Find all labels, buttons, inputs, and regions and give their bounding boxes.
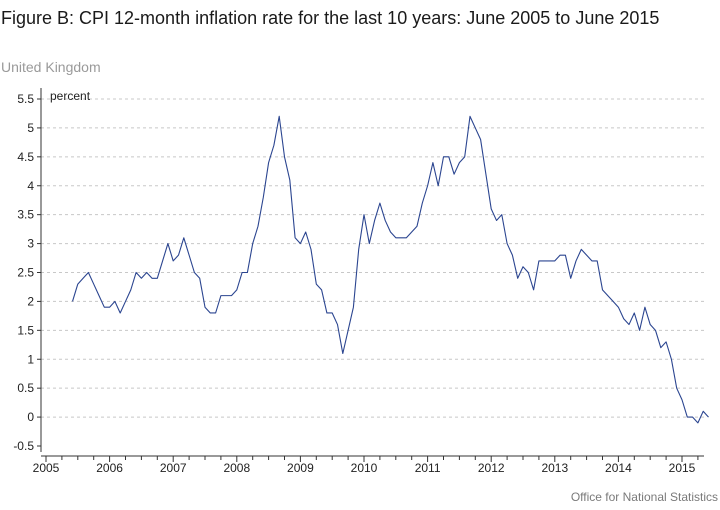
x-tick-label: 2007 (160, 461, 187, 475)
x-tick-label: 2014 (605, 461, 632, 475)
chart-subtitle: United Kingdom (1, 59, 101, 75)
y-tick-label: -0.5 (13, 439, 34, 453)
y-tick-label: 0.5 (17, 381, 34, 395)
y-tick-label: 5 (27, 121, 34, 135)
x-tick-label: 2015 (669, 461, 696, 475)
y-tick-label: 4.5 (17, 150, 34, 164)
x-tick-label: 2012 (478, 461, 505, 475)
x-tick-label: 2008 (223, 461, 250, 475)
y-tick-label: 1.5 (17, 323, 34, 337)
source-note: Office for National Statistics (570, 490, 718, 504)
y-tick-label: 3 (27, 237, 34, 251)
series-group (71, 115, 709, 424)
x-tick-label: 2005 (33, 461, 60, 475)
y-tick-label: 5.5 (17, 92, 34, 106)
x-axis: 2005 2006 2007 2008 2009 2010 2011 2012 2013 2014… (33, 455, 704, 475)
line-chart: 5.554.543.532.521.510.50-0.5 2005 2006 200… (13, 88, 709, 475)
y-axis-label: percent (50, 89, 91, 103)
x-tick-label: 2010 (351, 461, 378, 475)
gridlines (41, 98, 704, 418)
x-tick-label: 2013 (541, 461, 568, 475)
y-tick-label: 1 (27, 352, 34, 366)
x-tick-label: 2006 (96, 461, 123, 475)
y-axis: 5.5 5 4.5 4 3.5 3 2.5 2 1.5 1 0.5 0 -0.5 (13, 88, 42, 453)
x-tick-label: 2009 (287, 461, 314, 475)
y-tick-label: 4 (27, 179, 34, 193)
y-tick-label: 0 (27, 410, 34, 424)
x-tick-label: 2011 (415, 461, 441, 475)
chart-title: Figure B: CPI 12-month inflation rate fo… (1, 8, 660, 28)
series-line (71, 115, 709, 424)
y-tick-label: 2 (27, 294, 34, 308)
y-tick-label: 2.5 (17, 266, 34, 280)
y-tick-label: 3.5 (17, 208, 34, 222)
